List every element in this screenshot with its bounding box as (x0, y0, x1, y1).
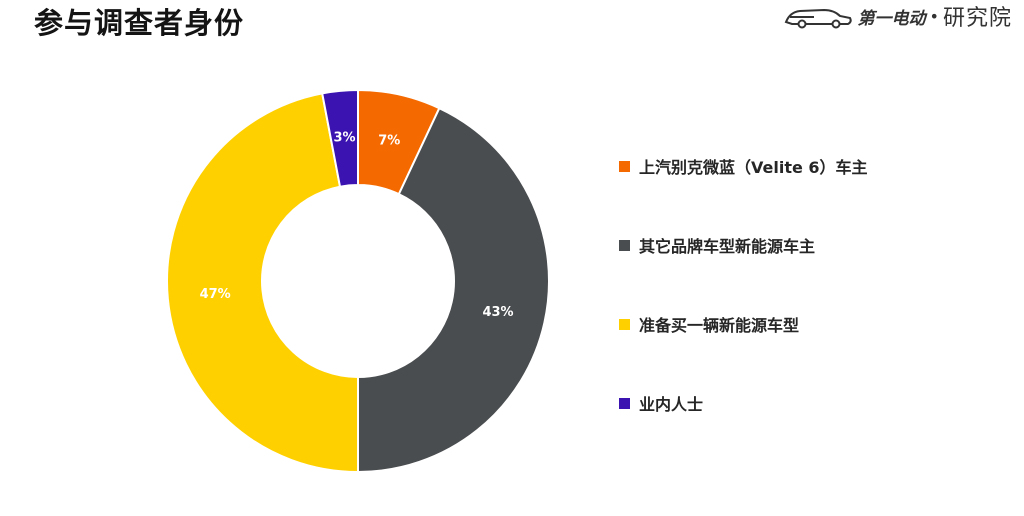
legend-label: 业内人士 (639, 395, 704, 414)
brand-logo: 第一电动 • 研究院 (784, 2, 1012, 31)
donut-slice (321, 88, 359, 188)
legend-item-industry-insider: 业内人士 (619, 392, 868, 414)
slice-value-label: 43% (482, 305, 513, 320)
legend-swatch (619, 239, 630, 251)
page-title: 参与调查者身份 (34, 6, 245, 40)
slice-value-label: 3% (333, 131, 355, 146)
slice-value-label: 47% (200, 287, 231, 302)
donut-slice (166, 92, 359, 474)
legend-label: 准备买一辆新能源车型 (639, 316, 800, 335)
logo-separator: • (929, 6, 939, 26)
slice-value-label: 7% (378, 133, 400, 148)
donut-slice (357, 106, 550, 474)
legend-swatch (619, 397, 630, 409)
legend-item-prospective-buyer: 准备买一辆新能源车型 (619, 313, 868, 335)
logo-institute: 研究院 (942, 6, 1012, 31)
legend-label: 其它品牌车型新能源车主 (639, 237, 816, 256)
legend-item-other-nev-owner: 其它品牌车型新能源车主 (619, 234, 868, 256)
legend-item-velite-owner: 上汽别克微蓝（Velite 6）车主 (619, 155, 868, 177)
legend-label: 上汽别克微蓝（Velite 6）车主 (639, 158, 868, 177)
car-logo-icon (784, 8, 852, 29)
chart-legend: 上汽别克微蓝（Velite 6）车主 其它品牌车型新能源车主 准备买一辆新能源车… (619, 155, 868, 471)
legend-swatch (619, 318, 630, 330)
logo-name: 第一电动 (857, 8, 926, 29)
legend-swatch (619, 160, 630, 172)
